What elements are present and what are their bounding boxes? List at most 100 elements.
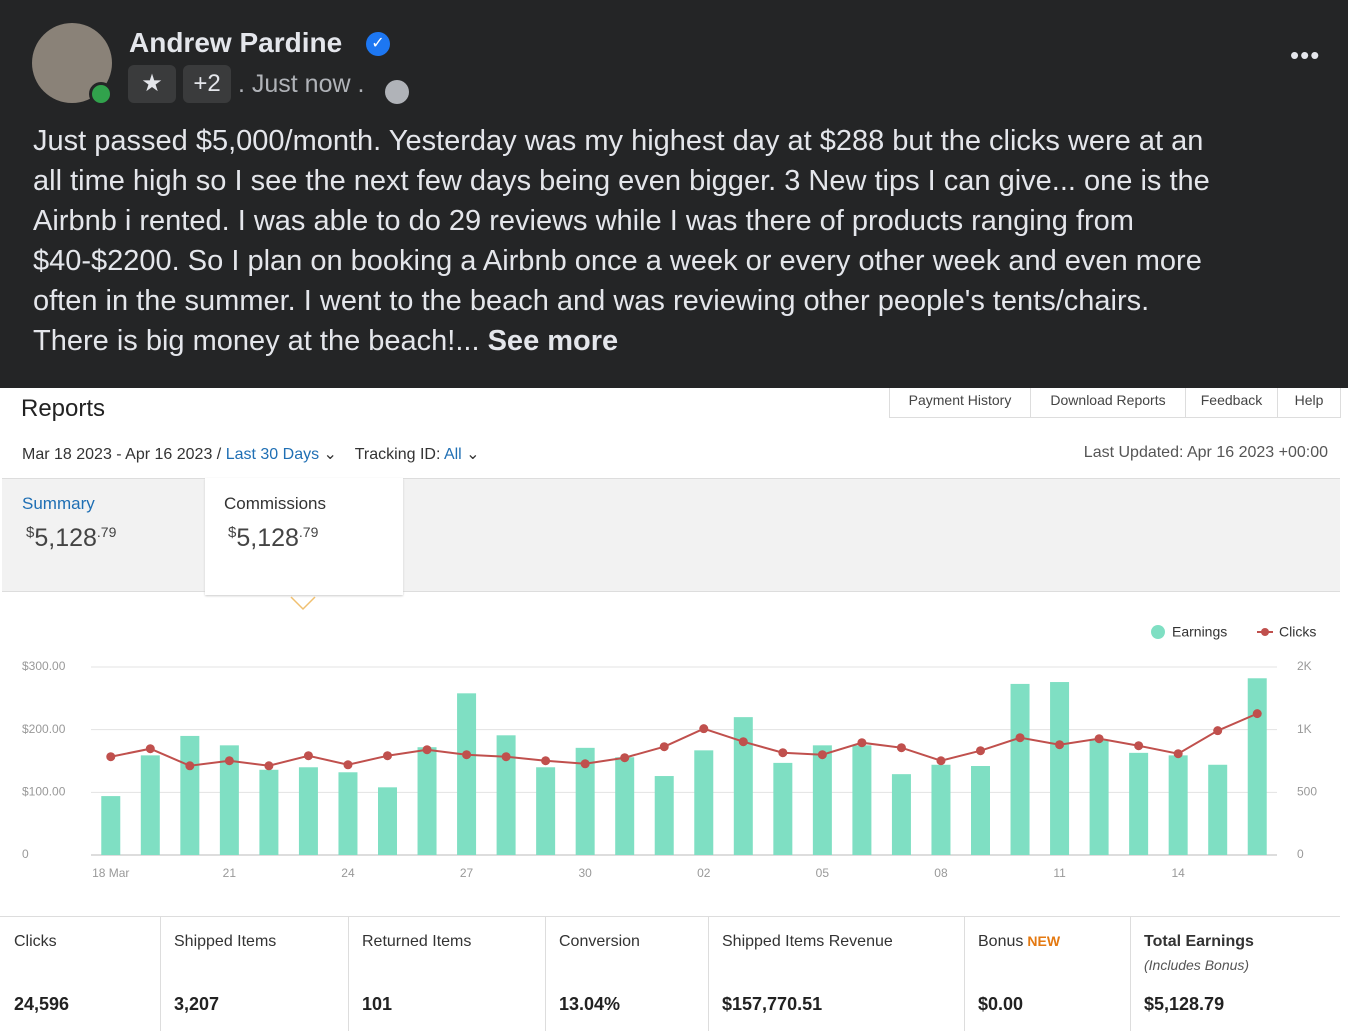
stat-label: Clicks: [14, 933, 57, 950]
report-tab[interactable]: Help: [1277, 388, 1341, 418]
more-menu[interactable]: •••: [1290, 40, 1321, 70]
stat-sublabel: (Includes Bonus): [1144, 957, 1250, 973]
post-text-line: $40-$2200. So I plan on booking a Airbnb…: [33, 245, 1202, 277]
bar: [931, 764, 951, 855]
bar: [1050, 682, 1070, 855]
bar: [971, 766, 990, 855]
verified-icon: ✓: [366, 32, 390, 56]
badge-count[interactable]: +2: [183, 65, 231, 103]
y2-tick-label: 1K: [1297, 722, 1312, 736]
summary-label[interactable]: Summary: [22, 494, 95, 513]
bar: [654, 776, 674, 855]
clicks-point: [817, 750, 827, 760]
report-title: Reports: [21, 395, 106, 422]
last-updated: Last Updated: Apr 16 2023 +00:00: [1083, 444, 1328, 461]
commissions-card[interactable]: [205, 478, 403, 595]
x-tick-label: 30: [578, 866, 592, 880]
bar: [773, 762, 793, 855]
currency: $: [26, 524, 35, 541]
bar: [615, 757, 635, 855]
clicks-point: [1055, 740, 1065, 750]
audience-icon[interactable]: [385, 80, 409, 104]
clicks-point: [303, 751, 313, 761]
bar: [259, 769, 279, 855]
commissions-amount: $5,128.79: [228, 524, 318, 553]
bar: [180, 735, 200, 855]
amount: 5,128: [34, 524, 97, 552]
clicks-point: [145, 744, 155, 754]
clicks-point: [699, 724, 709, 734]
y2-tick-label: 2K: [1297, 659, 1312, 673]
clicks-point: [857, 738, 867, 748]
clicks-point: [343, 760, 353, 770]
bar: [338, 772, 358, 855]
clicks-point: [1015, 733, 1025, 743]
stat-label: Shipped Items Revenue: [722, 933, 893, 950]
author[interactable]: Andrew Pardine: [129, 27, 343, 58]
range-link[interactable]: Last 30 Days: [225, 446, 320, 463]
x-tick-label: 08: [934, 866, 948, 880]
clicks-line: [110, 712, 1258, 767]
x-tick-label: 11: [1053, 866, 1066, 880]
legend-swatch: [1261, 628, 1269, 636]
clicks-point: [976, 746, 985, 756]
y2-tick-label: 0: [1297, 847, 1304, 861]
tab-pointer: [290, 596, 316, 611]
legend-label: Clicks: [1279, 624, 1316, 640]
bar: [1168, 755, 1188, 855]
clicks-point: [936, 756, 946, 766]
clicks-point: [1173, 749, 1183, 759]
stat-cell: [0, 917, 161, 1031]
clicks-point: [383, 751, 392, 761]
currency: $: [228, 524, 237, 541]
bar: [1208, 764, 1228, 855]
post-text-line: There is big money at the beach!... See …: [33, 325, 619, 357]
clicks-point: [580, 759, 590, 769]
x-tick-label: 18 Mar: [92, 866, 129, 880]
post-text-line: Just passed $5,000/month. Yesterday was …: [33, 125, 1204, 157]
date-range-text: Mar 18 2023 - Apr 16 2023 /: [22, 446, 222, 463]
stat-cell: [708, 917, 965, 1031]
clicks-point: [185, 761, 195, 771]
clicks-point: [224, 756, 234, 766]
bar: [694, 750, 714, 855]
tracking-link[interactable]: All: [443, 446, 462, 463]
y-tick-label: 0: [22, 847, 29, 861]
new-tag: NEW: [1027, 933, 1061, 949]
bar: [496, 735, 516, 855]
y-tick-label: $100.00: [22, 785, 66, 799]
bar: [1247, 678, 1267, 855]
stat-value: 24,596: [14, 994, 70, 1014]
stat-label: Total Earnings: [1144, 933, 1254, 950]
stat-label: Returned Items: [362, 933, 472, 950]
bar: [1129, 752, 1149, 855]
star-badge[interactable]: ★: [128, 65, 176, 103]
legend-swatch: [1151, 625, 1165, 639]
legend-label: Earnings: [1172, 624, 1227, 640]
timestamp[interactable]: . Just now .: [238, 70, 365, 98]
y-tick-label: $200.00: [22, 722, 66, 736]
x-tick-label: 27: [460, 866, 474, 880]
x-tick-label: 05: [816, 866, 830, 880]
commissions-label[interactable]: Commissions: [224, 494, 327, 513]
clicks-point: [462, 750, 472, 760]
date-range: Mar 18 2023 - Apr 16 2023 / Last 30 Days…: [22, 446, 480, 463]
bar: [536, 767, 556, 855]
see-more[interactable]: See more: [487, 325, 619, 357]
post-text-line: Airbnb i rented. I was able to do 29 rev…: [33, 205, 1134, 237]
bar: [575, 747, 595, 855]
x-tick-label: 14: [1171, 866, 1185, 880]
bar: [1089, 740, 1109, 855]
clicks-point: [541, 756, 551, 766]
stat-value: 101: [362, 994, 393, 1014]
x-tick-label: 24: [341, 866, 355, 880]
clicks-point: [1213, 726, 1223, 736]
clicks-point: [422, 745, 432, 755]
bar: [457, 693, 477, 855]
cents: .79: [298, 524, 319, 540]
bar: [378, 787, 397, 855]
stat-value: 3,207: [174, 994, 220, 1014]
stat-cell: [545, 917, 709, 1031]
